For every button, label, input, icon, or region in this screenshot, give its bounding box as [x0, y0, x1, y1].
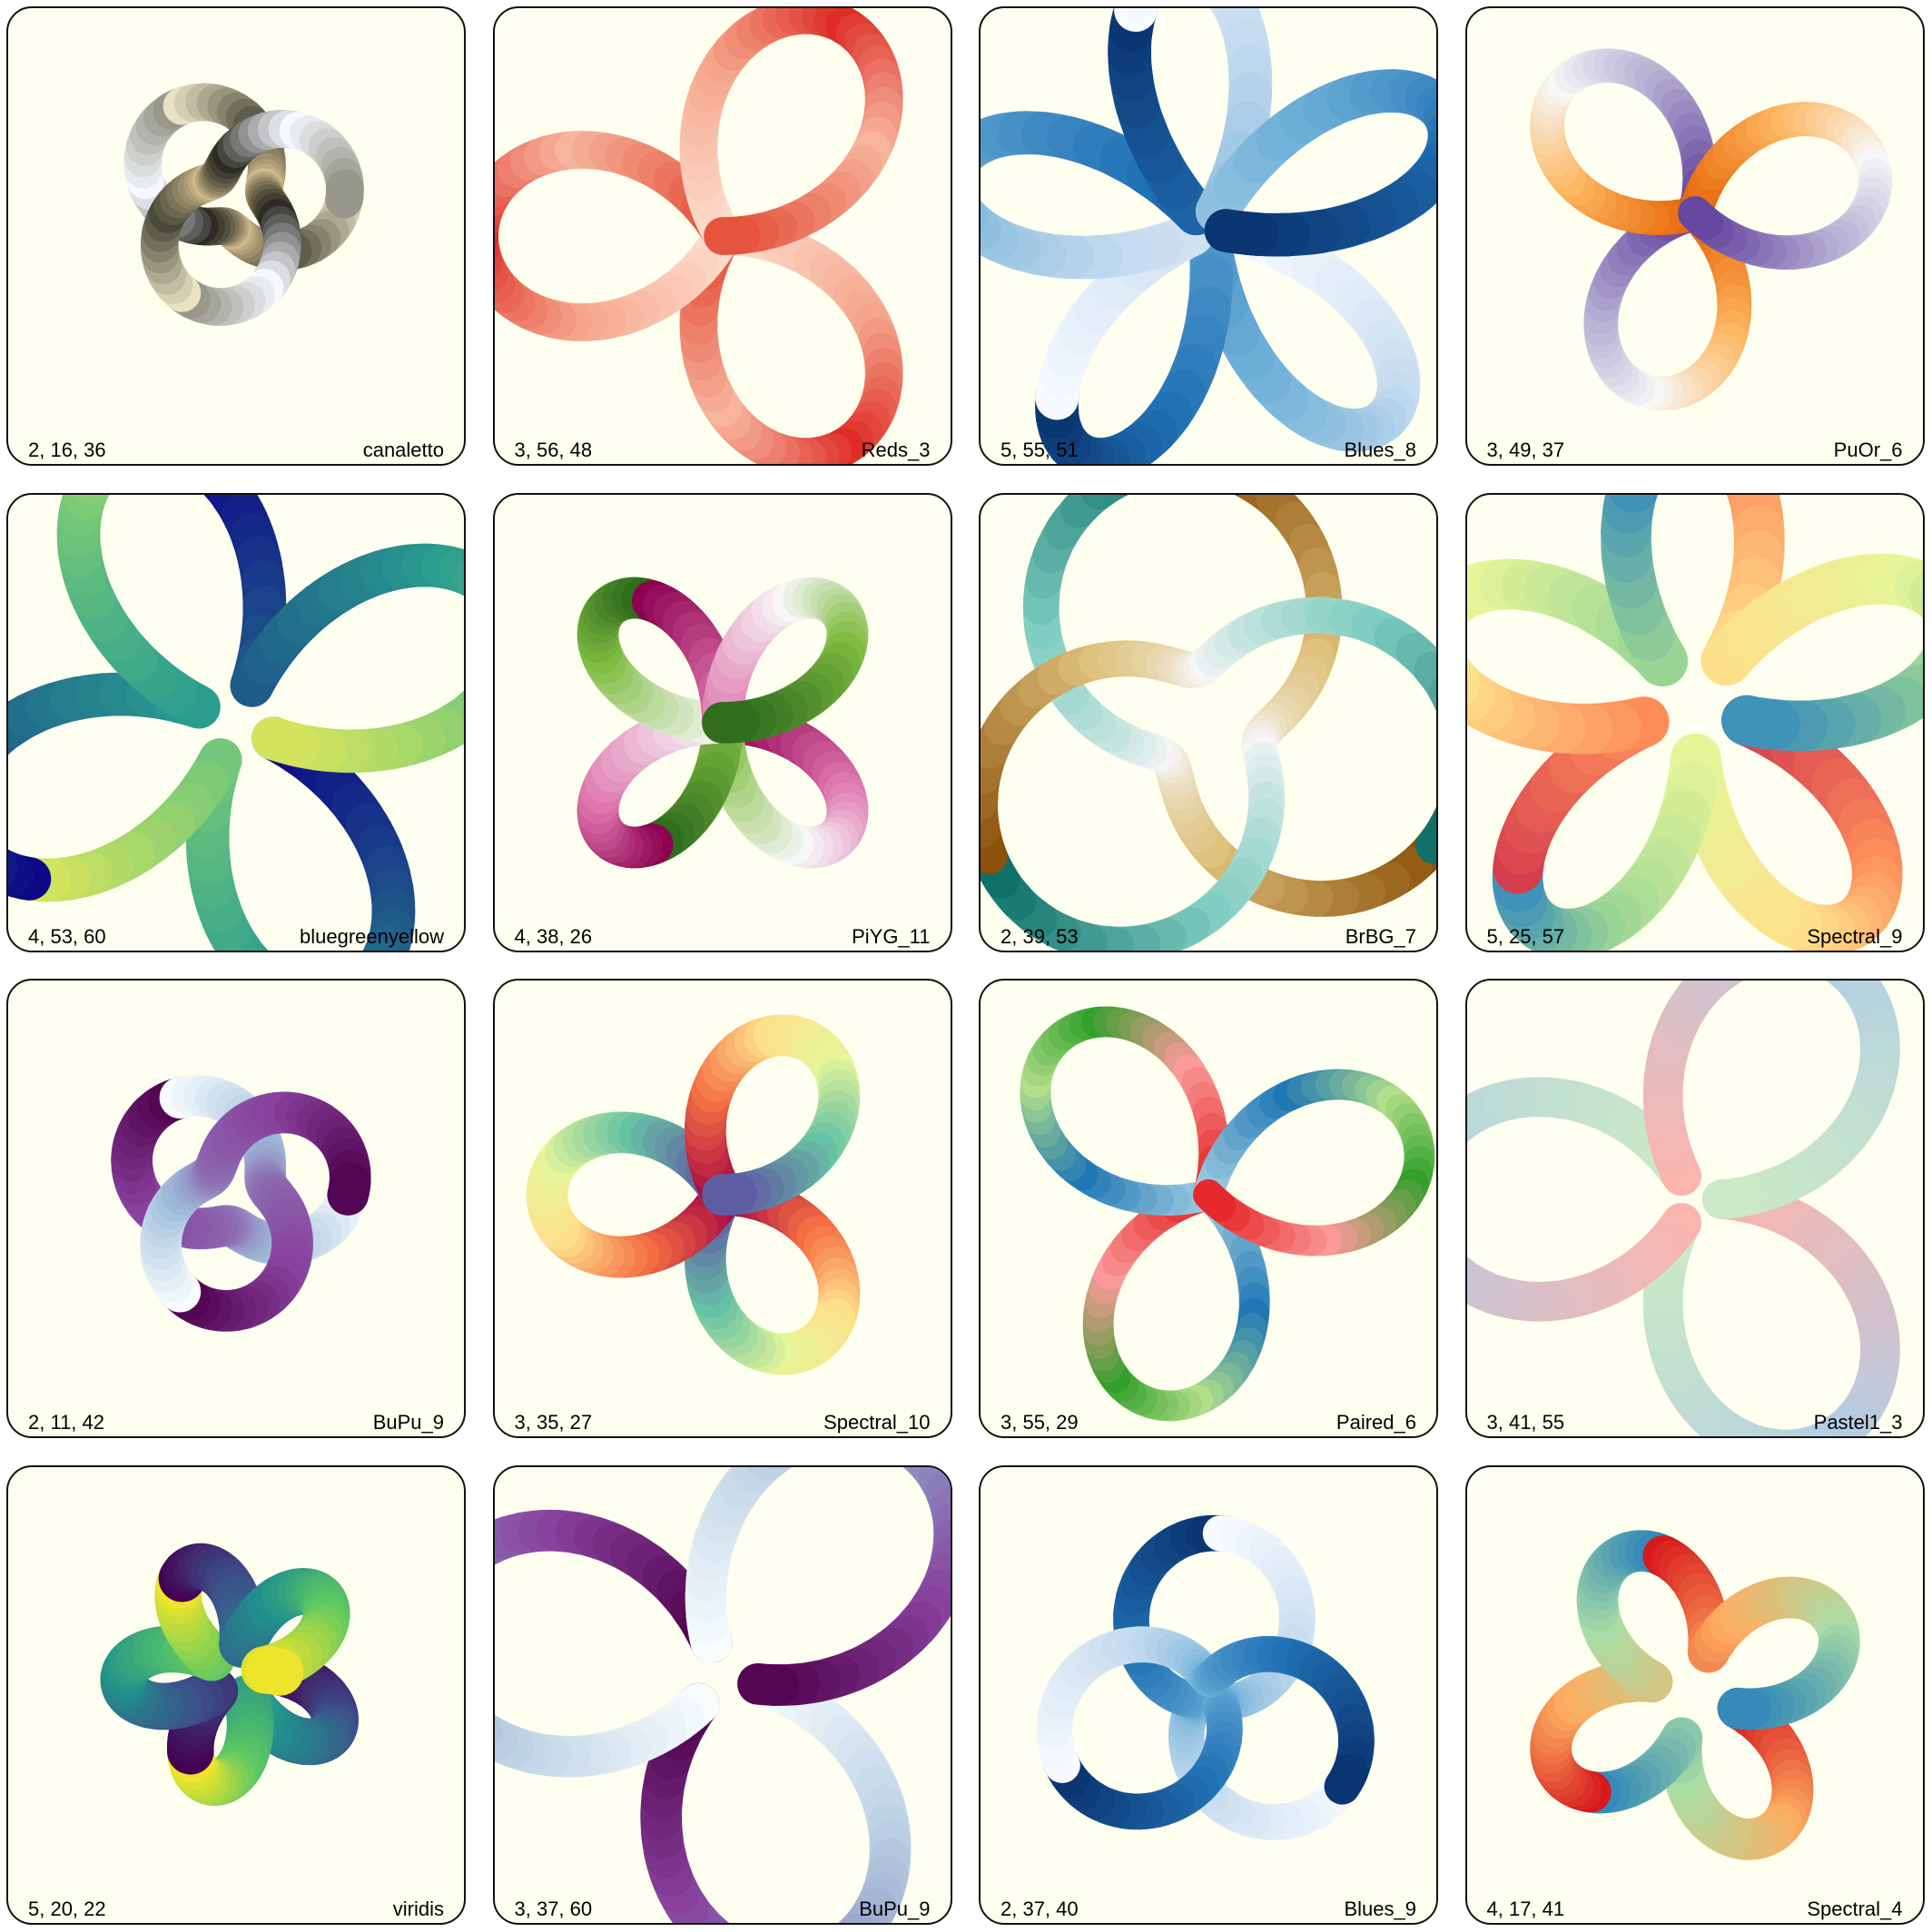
- knot-figure: [111, 1075, 371, 1332]
- knot-tube: [1466, 494, 1923, 951]
- knot-figure: [123, 83, 364, 326]
- knot-figure: [526, 1014, 860, 1375]
- knot-tile: 5, 20, 22 viridis: [6, 1464, 466, 1925]
- tile-colormap-label: Paired_6: [1336, 1411, 1416, 1434]
- tile-colormap-label: Reds_3: [861, 439, 931, 461]
- knot-tube: [111, 1075, 371, 1332]
- knot-figure: [494, 8, 903, 464]
- tile-params-label: 3, 55, 29: [1000, 1411, 1079, 1434]
- knot-tube: [1036, 1514, 1375, 1840]
- knot-figure: [1529, 1529, 1860, 1860]
- knot-tube: [1020, 1006, 1435, 1422]
- knot-figure: [8, 494, 464, 951]
- knot-tile: 2, 39, 53 BrBG_7: [979, 492, 1438, 952]
- knot-tube: [1529, 48, 1892, 411]
- knot-tile: 3, 56, 48 Reds_3: [492, 6, 952, 466]
- tile-colormap-label: BrBG_7: [1345, 924, 1416, 948]
- tile-colormap-label: BuPu_9: [372, 1411, 444, 1434]
- knot-tile: 4, 53, 60 bluegreenyellow: [6, 492, 466, 952]
- knot-figure: [1036, 1514, 1375, 1840]
- tile-colormap-label: PuOr_6: [1833, 439, 1903, 461]
- tile-params-label: 3, 41, 55: [1486, 1411, 1565, 1434]
- knot-figure: [100, 1543, 359, 1806]
- knot-tube: [577, 577, 868, 868]
- knot-figure: [981, 8, 1436, 464]
- tile-params-label: 3, 35, 27: [514, 1411, 593, 1434]
- tile-params-label: 2, 37, 40: [1000, 1897, 1079, 1920]
- tile-colormap-label: Blues_9: [1344, 1897, 1416, 1920]
- knot-figure: [1466, 981, 1900, 1436]
- knot-tube: [1466, 981, 1900, 1436]
- knot-tile: 3, 35, 27 Spectral_10: [492, 979, 952, 1438]
- tile-params-label: 2, 16, 36: [28, 439, 106, 461]
- knot-tile: 5, 25, 57 Spectral_9: [1464, 492, 1925, 952]
- tile-params-label: 5, 25, 57: [1486, 924, 1565, 948]
- tile-params-label: 2, 39, 53: [1000, 924, 1079, 948]
- tile-params-label: 3, 37, 60: [514, 1897, 593, 1920]
- knot-tile: 3, 41, 55 Pastel1_3: [1464, 979, 1925, 1438]
- knot-tube: [8, 494, 464, 951]
- knot-tile: 2, 37, 40 Blues_9: [979, 1464, 1438, 1925]
- knot-tile: 4, 38, 26 PiYG_11: [492, 492, 952, 952]
- tile-params-label: 3, 49, 37: [1486, 439, 1565, 461]
- knot-tile: 3, 49, 37 PuOr_6: [1464, 6, 1925, 466]
- tile-colormap-label: BuPu_9: [859, 1897, 931, 1920]
- knot-tube: [123, 83, 364, 326]
- knot-tube: [1529, 1529, 1860, 1860]
- tile-params-label: 4, 38, 26: [514, 924, 593, 948]
- knot-tile: 5, 55, 51 Blues_8: [979, 6, 1438, 466]
- tile-params-label: 2, 11, 42: [28, 1411, 104, 1434]
- tile-colormap-label: Spectral_9: [1807, 924, 1903, 948]
- knot-tube: [100, 1543, 359, 1806]
- knot-tube: [494, 1466, 951, 1923]
- knot-figure: [1529, 48, 1892, 411]
- knot-tube: [981, 8, 1436, 464]
- knot-figure: [1020, 1006, 1435, 1422]
- tile-colormap-label: Spectral_10: [823, 1411, 931, 1434]
- knot-tile: 4, 17, 41 Spectral_4: [1464, 1464, 1925, 1925]
- tile-colormap-label: Blues_8: [1344, 439, 1416, 461]
- knot-tile: 3, 37, 60 BuPu_9: [492, 1464, 952, 1925]
- tile-colormap-label: bluegreenyellow: [300, 924, 444, 948]
- knot-tube: [526, 1014, 860, 1375]
- knot-figure: [981, 494, 1436, 951]
- tile-params-label: 4, 17, 41: [1486, 1897, 1565, 1920]
- tile-params-label: 5, 55, 51: [1000, 439, 1079, 461]
- knot-figure: [1466, 494, 1923, 951]
- tile-colormap-label: canaletto: [362, 439, 444, 461]
- tile-params-label: 3, 56, 48: [514, 439, 593, 461]
- knot-tube: [494, 8, 903, 464]
- knot-figure: [494, 1466, 951, 1923]
- tile-colormap-label: Spectral_4: [1807, 1897, 1903, 1920]
- knot-tile: 2, 16, 36 canaletto: [6, 6, 466, 466]
- knot-tile: 3, 55, 29 Paired_6: [979, 979, 1438, 1438]
- tile-params-label: 5, 20, 22: [28, 1897, 106, 1920]
- knot-figure: [577, 577, 868, 868]
- tile-colormap-label: viridis: [392, 1897, 444, 1920]
- tile-colormap-label: PiYG_11: [852, 924, 931, 948]
- tile-params-label: 4, 53, 60: [28, 924, 106, 948]
- knot-tube: [981, 494, 1436, 951]
- knot-tile: 2, 11, 42 BuPu_9: [6, 979, 466, 1438]
- tile-colormap-label: Pastel1_3: [1813, 1411, 1903, 1434]
